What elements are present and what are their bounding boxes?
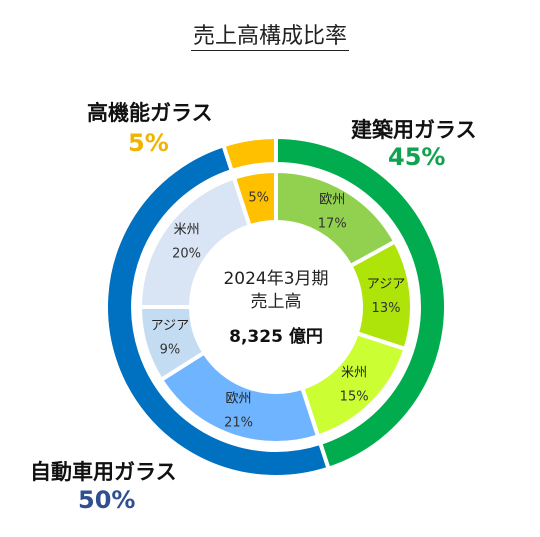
inner-region-label-4: アジア (151, 318, 189, 333)
inner-region-label-2: 米州 (341, 366, 367, 381)
center-sales-value: 8,325 億円 (229, 326, 323, 347)
inner-pct-label-1: 13% (372, 301, 401, 316)
inner-pct-label-6: 5% (248, 190, 269, 205)
inner-region-label-5: 米州 (174, 223, 200, 238)
outer-label-architectural: 建築用ガラス (351, 118, 477, 142)
outer-slice-2 (220, 134, 278, 174)
inner-region-label-0: 欧州 (319, 192, 345, 207)
chart-title: 売上高構成比率 (190, 24, 349, 51)
inner-pct-label-3: 21% (224, 415, 253, 430)
center-sales-label: 売上高 (251, 292, 302, 312)
inner-pct-label-2: 15% (340, 390, 369, 405)
inner-pct-label-0: 17% (318, 216, 347, 231)
outer-pct-architectural: 45% (388, 143, 446, 171)
outer-pct-high-performance: 5% (128, 129, 169, 157)
inner-slice-6 (231, 168, 278, 229)
outer-label-automotive: 自動車用ガラス (30, 460, 177, 484)
center-period: 2024年3月期 (223, 269, 328, 289)
inner-pct-label-4: 9% (160, 342, 181, 357)
outer-pct-automotive: 50% (78, 486, 136, 514)
outer-label-high-performance: 高機能ガラス (87, 101, 213, 125)
inner-pct-label-5: 20% (172, 247, 201, 262)
inner-region-label-1: アジア (367, 277, 405, 292)
inner-region-label-3: 欧州 (226, 391, 252, 406)
